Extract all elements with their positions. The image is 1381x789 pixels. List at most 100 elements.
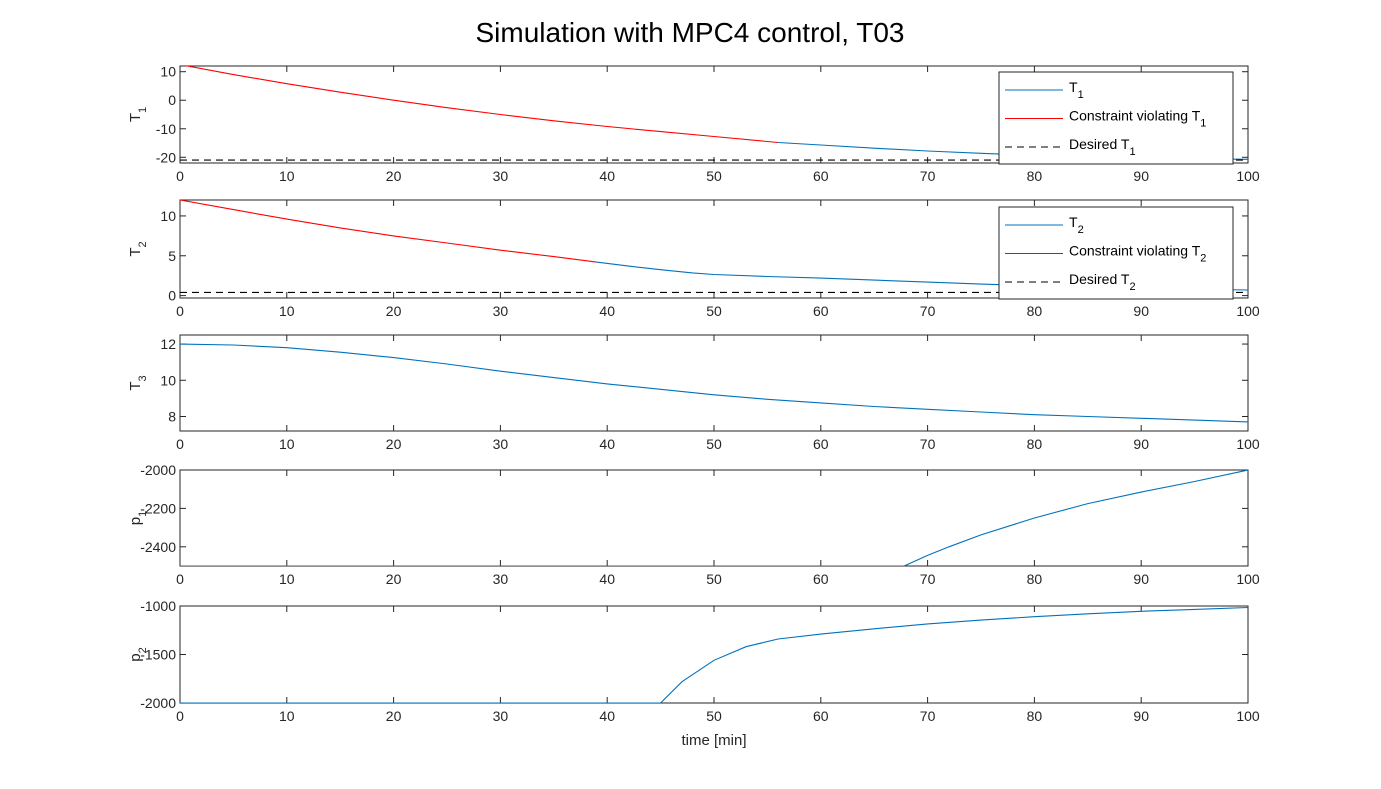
x-tick-label: 60 bbox=[813, 168, 829, 184]
subplot-2: 0 10 20 30 40 50 60 70 80 90 1000510T2T2Constraint… bbox=[127, 199, 1260, 319]
legend-entry-2-main: Constraint violating T bbox=[1069, 108, 1201, 124]
y-tick-label: -20 bbox=[156, 149, 176, 165]
subplot-3: 0 10 20 30 40 50 60 70 80 90 100 8 10 12 T3 bbox=[127, 334, 1260, 452]
x-tick-label: 30 bbox=[493, 303, 509, 319]
legend-entry-3-main: Desired T bbox=[1069, 136, 1130, 152]
legend-entry-1-sub: 1 bbox=[1078, 89, 1084, 101]
x-tick-label: 10 bbox=[279, 303, 295, 319]
series-line-1 bbox=[180, 606, 1248, 703]
subplot-4: 0 10 20 30 40 50 60 70 80 90 100 -2400 -2200 -2000 p1 bbox=[127, 462, 1260, 587]
y-axis-label-sub: 2 bbox=[137, 241, 149, 247]
y-axis-label-main: T bbox=[127, 381, 144, 390]
legend-entry-2-main: Constraint violating T bbox=[1069, 243, 1201, 259]
x-tick-label: 20 bbox=[386, 708, 402, 724]
x-tick-label: 80 bbox=[1027, 708, 1043, 724]
series-line-1 bbox=[180, 343, 1248, 423]
legend-entry-2: Constraint violating T2 bbox=[1069, 243, 1206, 265]
y-tick-label: -2200 bbox=[140, 500, 176, 516]
x-tick-label: 80 bbox=[1027, 303, 1043, 319]
x-tick-label: 10 bbox=[279, 168, 295, 184]
y-tick-label: -2400 bbox=[140, 539, 176, 555]
y-tick-label: 10 bbox=[160, 208, 176, 224]
legend-entry-3: Desired T1 bbox=[1069, 136, 1136, 158]
x-axis-label: time [min] bbox=[681, 732, 746, 749]
y-axis-label: p1 bbox=[127, 511, 149, 525]
legend-entry-1-sub: 2 bbox=[1078, 224, 1084, 236]
legend-entry-3: Desired T2 bbox=[1069, 271, 1136, 293]
x-tick-label: 100 bbox=[1236, 436, 1260, 452]
x-tick-label: 90 bbox=[1133, 168, 1149, 184]
x-tick-label: 50 bbox=[706, 708, 722, 724]
x-tick-label: 100 bbox=[1236, 303, 1260, 319]
x-tick-label: 0 bbox=[176, 708, 184, 724]
y-axis-label-main: p bbox=[127, 653, 144, 661]
y-axis-label-sub: 1 bbox=[137, 107, 149, 113]
x-tick-label: 80 bbox=[1027, 168, 1043, 184]
x-tick-label: 90 bbox=[1133, 571, 1149, 587]
y-tick-label: 0 bbox=[168, 92, 176, 108]
x-tick-label: 80 bbox=[1027, 571, 1043, 587]
x-tick-label: 100 bbox=[1236, 571, 1260, 587]
axes-box bbox=[179, 334, 1249, 432]
x-tick-label: 50 bbox=[706, 571, 722, 587]
figure-title: Simulation with MPC4 control, T03 bbox=[476, 17, 905, 48]
y-axis-label-main: p bbox=[127, 517, 144, 525]
y-tick-label: -1000 bbox=[140, 598, 176, 614]
x-tick-label: 0 bbox=[176, 168, 184, 184]
axes-box bbox=[179, 605, 1249, 704]
legend-entry-1-main: T bbox=[1069, 79, 1078, 95]
y-axis-label-sub: 3 bbox=[137, 375, 149, 381]
x-tick-label: 20 bbox=[386, 436, 402, 452]
x-tick-label: 70 bbox=[920, 436, 936, 452]
x-tick-label: 60 bbox=[813, 436, 829, 452]
x-tick-label: 0 bbox=[176, 436, 184, 452]
legend-entry-2-sub: 1 bbox=[1200, 118, 1206, 130]
x-tick-label: 100 bbox=[1236, 168, 1260, 184]
x-tick-label: 100 bbox=[1236, 708, 1260, 724]
legend-entry-3-sub: 1 bbox=[1129, 146, 1135, 158]
series-line-2 bbox=[184, 66, 779, 144]
legend-entry-3-sub: 2 bbox=[1129, 281, 1135, 293]
y-tick-label: 5 bbox=[168, 248, 176, 264]
x-tick-label: 40 bbox=[599, 708, 615, 724]
legend-entry-1: T1 bbox=[1069, 79, 1084, 101]
y-axis-label-main: T bbox=[127, 113, 144, 122]
y-axis-label: T3 bbox=[127, 375, 149, 390]
x-tick-label: 30 bbox=[493, 168, 509, 184]
x-tick-label: 60 bbox=[813, 571, 829, 587]
x-tick-label: 30 bbox=[493, 436, 509, 452]
x-tick-label: 50 bbox=[706, 168, 722, 184]
x-tick-label: 40 bbox=[599, 571, 615, 587]
legend-entry-3-main: Desired T bbox=[1069, 271, 1130, 287]
x-tick-label: 90 bbox=[1133, 708, 1149, 724]
x-tick-label: 60 bbox=[813, 303, 829, 319]
legend-entry-1-main: T bbox=[1069, 214, 1078, 230]
y-tick-label: 12 bbox=[160, 336, 176, 352]
y-axis-label-main: T bbox=[127, 247, 144, 256]
axes-box bbox=[179, 469, 1249, 567]
x-tick-label: 10 bbox=[279, 571, 295, 587]
x-tick-label: 80 bbox=[1027, 436, 1043, 452]
y-axis-label: T1 bbox=[127, 107, 149, 122]
y-tick-label: 10 bbox=[160, 64, 176, 80]
x-tick-label: 20 bbox=[386, 571, 402, 587]
legend-entry-2-sub: 2 bbox=[1200, 253, 1206, 265]
x-tick-label: 70 bbox=[920, 571, 936, 587]
y-tick-label: 0 bbox=[168, 288, 176, 304]
y-axis-label-sub: 1 bbox=[137, 511, 149, 517]
x-tick-label: 70 bbox=[920, 708, 936, 724]
x-tick-label: 50 bbox=[706, 303, 722, 319]
x-tick-label: 30 bbox=[493, 571, 509, 587]
y-axis-label: T2 bbox=[127, 241, 149, 256]
y-tick-label: 8 bbox=[168, 409, 176, 425]
y-tick-label: -1500 bbox=[140, 647, 176, 663]
series-line-2 bbox=[180, 200, 597, 263]
subplot-1: 0 10 20 30 40 50 60 70 80 90 100-20-10010T1T1Const… bbox=[127, 64, 1260, 184]
x-tick-label: 90 bbox=[1133, 303, 1149, 319]
y-tick-label: -2000 bbox=[140, 462, 176, 478]
series-line-1 bbox=[180, 470, 1248, 566]
x-tick-label: 20 bbox=[386, 303, 402, 319]
